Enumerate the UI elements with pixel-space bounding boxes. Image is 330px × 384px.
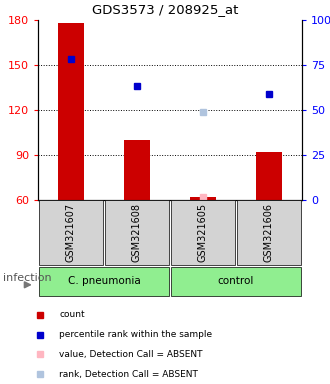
Text: count: count xyxy=(59,310,85,319)
Text: GSM321608: GSM321608 xyxy=(132,203,142,262)
Bar xyxy=(171,200,235,265)
Bar xyxy=(39,200,103,265)
Bar xyxy=(58,23,84,200)
Text: control: control xyxy=(218,276,254,286)
Bar xyxy=(237,200,301,265)
Text: GDS3573 / 208925_at: GDS3573 / 208925_at xyxy=(92,3,238,16)
Text: GSM321607: GSM321607 xyxy=(66,203,76,262)
Text: GSM321605: GSM321605 xyxy=(198,203,208,262)
Bar xyxy=(124,140,150,200)
Bar xyxy=(39,266,169,296)
Text: value, Detection Call = ABSENT: value, Detection Call = ABSENT xyxy=(59,350,203,359)
Text: infection: infection xyxy=(3,273,52,283)
Text: GSM321606: GSM321606 xyxy=(264,203,274,262)
Bar xyxy=(105,200,169,265)
Bar xyxy=(190,197,216,200)
Text: C. pneumonia: C. pneumonia xyxy=(68,276,140,286)
Text: percentile rank within the sample: percentile rank within the sample xyxy=(59,330,213,339)
Bar xyxy=(171,266,301,296)
Text: rank, Detection Call = ABSENT: rank, Detection Call = ABSENT xyxy=(59,370,198,379)
Bar xyxy=(256,152,282,200)
